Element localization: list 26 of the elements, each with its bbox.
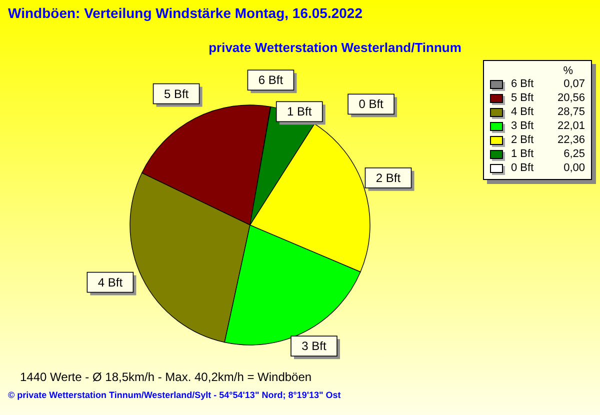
- chart-title: Windböen: Verteilung Windstärke Montag, 16.05.2022: [8, 5, 362, 21]
- slice-label: 4 Bft: [98, 275, 124, 290]
- category-label: 0 Bft: [358, 97, 384, 112]
- chart-subtitle: private Wetterstation Westerland/Tinnum: [208, 40, 462, 55]
- data-label: 6,25: [562, 148, 585, 160]
- data-label: 22,01: [556, 120, 585, 132]
- legend-label: 4 Bft: [511, 106, 535, 118]
- slice-label: 1 Bft: [287, 104, 312, 119]
- data-label: 0,07: [562, 78, 585, 90]
- legend-label: 1 Bft: [511, 148, 535, 160]
- legend-label: 2 Bft: [511, 134, 535, 146]
- legend-title: %: [562, 65, 574, 77]
- slice-label: 3 Bft: [302, 339, 327, 354]
- data-label: 20,56: [556, 92, 585, 104]
- text: © private Wetterstation Tinnum/Westerland/Sylt - 54°54'13" Nord; 8°19'13" Ost: [8, 390, 341, 400]
- data-label: 28,75: [556, 106, 585, 118]
- legend-label: 6 Bft: [511, 78, 535, 90]
- legend-label: 3 Bft: [511, 120, 535, 132]
- legend-label: 0 Bft: [511, 162, 535, 174]
- text: 0,00: [564, 162, 585, 174]
- slice-label: 6 Bft: [258, 73, 284, 88]
- legend-label: 5 Bft: [511, 92, 535, 104]
- slice-label: 2 Bft: [376, 170, 402, 185]
- slice-label: 5 Bft: [164, 86, 190, 101]
- text: 1440 Werte - Ø 18,5km/h - Max. 40,2km/h = Windböen: [20, 370, 312, 384]
- data-label: 22,36: [556, 134, 585, 146]
